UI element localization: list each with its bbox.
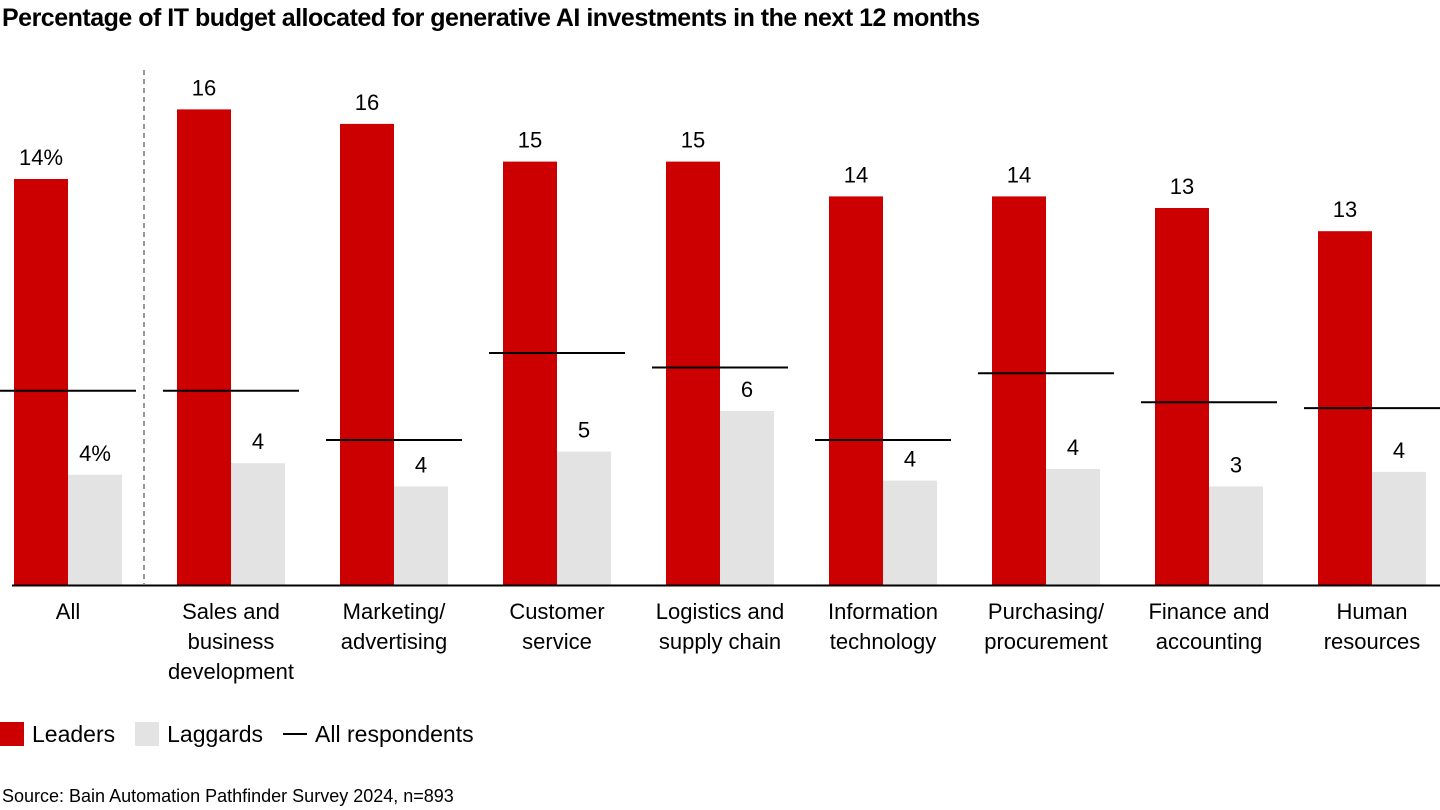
legend: Leaders Laggards All respondents	[0, 718, 494, 750]
laggards-bar	[1209, 486, 1263, 585]
category-label: accounting	[1156, 629, 1262, 654]
laggards-value-label: 4	[904, 447, 916, 472]
leaders-value-label: 15	[681, 128, 705, 153]
laggards-value-label: 3	[1230, 452, 1242, 477]
category-label: development	[168, 659, 294, 684]
leaders-value-label: 14	[844, 162, 868, 187]
legend-label-leaders: Leaders	[32, 720, 116, 747]
leaders-value-label: 14	[1007, 162, 1031, 187]
category-label: Finance and	[1148, 599, 1269, 624]
leaders-bar	[829, 196, 883, 585]
leaders-value-label: 16	[192, 75, 216, 100]
category-label: resources	[1324, 629, 1421, 654]
leaders-value-label: 14%	[19, 145, 63, 170]
category-label: Human	[1337, 599, 1408, 624]
category-label: advertising	[341, 629, 447, 654]
laggards-value-label: 4	[1393, 438, 1405, 463]
leaders-value-label: 16	[355, 90, 379, 115]
leaders-value-label: 15	[518, 128, 542, 153]
category-label: Information	[828, 599, 938, 624]
leaders-bar	[14, 179, 68, 585]
source-note: Source: Bain Automation Pathfinder Surve…	[2, 786, 454, 806]
laggards-bar	[394, 486, 448, 585]
legend-item-leaders: Leaders	[0, 721, 115, 748]
laggards-bar	[720, 411, 774, 585]
laggards-bar	[883, 480, 937, 585]
category-label: Purchasing/	[988, 599, 1105, 624]
laggards-value-label: 4	[415, 452, 427, 477]
leaders-value-label: 13	[1333, 197, 1357, 222]
legend-label-laggards: Laggards	[167, 720, 264, 747]
laggards-value-label: 4	[252, 429, 264, 454]
laggards-bar	[1372, 471, 1426, 585]
category-label: All	[56, 599, 80, 624]
legend-item-laggards: Laggards	[135, 721, 263, 748]
category-label: technology	[830, 629, 936, 654]
laggards-bar	[1046, 469, 1100, 585]
leaders-bar	[503, 161, 557, 585]
category-label: procurement	[984, 629, 1108, 654]
leaders-value-label: 13	[1170, 174, 1194, 199]
leaders-bar	[340, 123, 394, 586]
laggards-bar	[557, 451, 611, 585]
legend-label-all-respondents: All respondents	[315, 720, 474, 747]
category-label: supply chain	[659, 629, 781, 654]
laggards-value-label: 5	[578, 418, 590, 443]
category-label: service	[522, 629, 592, 654]
laggards-bar	[68, 474, 122, 585]
leaders-bar	[666, 161, 720, 585]
category-label: Sales and	[182, 599, 280, 624]
leaders-bar	[1155, 208, 1209, 585]
laggards-swatch	[135, 722, 160, 746]
category-label: business	[188, 629, 275, 654]
chart-title: Percentage of IT budget allocated for ge…	[2, 4, 980, 32]
leaders-bar	[177, 109, 231, 586]
laggards-value-label: 4%	[79, 441, 111, 466]
all-respondents-line-swatch	[283, 733, 308, 735]
laggards-value-label: 6	[741, 377, 753, 402]
leaders-bar	[992, 196, 1046, 585]
laggards-bar	[231, 463, 285, 585]
laggards-value-label: 4	[1067, 435, 1079, 460]
category-label: Logistics and	[656, 599, 784, 624]
category-label: Marketing/	[343, 599, 447, 624]
legend-item-all-respondents: All respondents	[283, 721, 474, 748]
leaders-swatch	[0, 722, 24, 746]
category-label: Customer	[509, 599, 604, 624]
